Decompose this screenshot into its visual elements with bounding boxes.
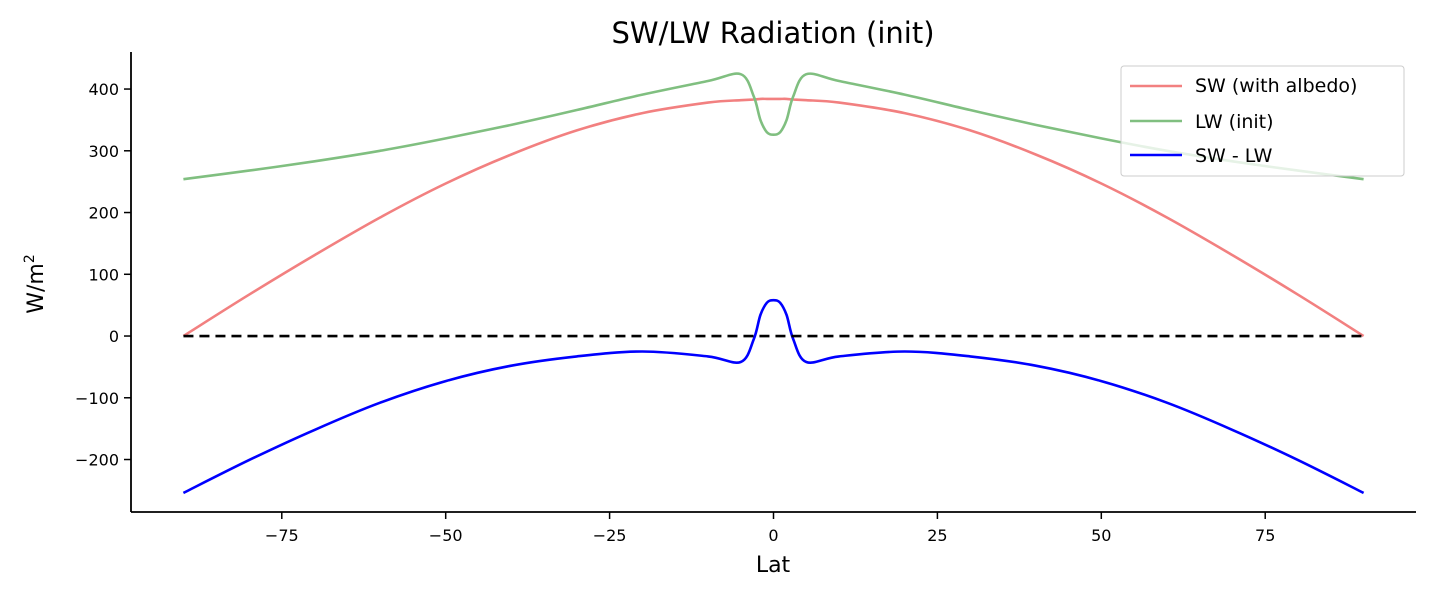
legend-label-sw: SW (with albedo) <box>1195 75 1357 97</box>
y-tick-label: 0 <box>109 327 119 346</box>
x-tick-label: −25 <box>593 526 627 545</box>
plot-lines <box>182 72 1365 495</box>
x-tick-label: 0 <box>768 526 778 545</box>
chart-title: SW/LW Radiation (init) <box>611 16 934 50</box>
y-tick-label: −200 <box>75 451 119 470</box>
y-axis-label: W/m2 <box>22 254 49 314</box>
x-axis-ticks: −75 −50 −25 0 25 50 75 <box>265 512 1275 545</box>
x-axis-label: Lat <box>756 553 791 578</box>
y-tick-label: 300 <box>88 142 119 161</box>
y-axis-ticks: −200 −100 0 100 200 300 400 <box>75 80 131 470</box>
y-tick-label: −100 <box>75 389 119 408</box>
x-tick-label: −75 <box>265 526 299 545</box>
x-tick-label: 75 <box>1255 526 1275 545</box>
x-tick-label: 50 <box>1091 526 1111 545</box>
legend: SW (with albedo) LW (init) SW - LW <box>1120 65 1405 177</box>
legend-label-net: SW - LW <box>1195 145 1273 167</box>
legend-label-lw: LW (init) <box>1195 111 1274 133</box>
y-tick-label: 400 <box>88 80 119 99</box>
series-line-sw <box>182 97 1365 338</box>
series-line-net <box>182 298 1365 495</box>
x-tick-label: 25 <box>927 526 947 545</box>
y-axis-label-superscript: 2 <box>22 254 38 263</box>
y-axis-label-text: W/m <box>24 263 49 314</box>
legend-frame <box>1120 65 1405 177</box>
y-tick-label: 200 <box>88 204 119 223</box>
x-tick-label: −50 <box>429 526 463 545</box>
y-tick-label: 100 <box>88 265 119 284</box>
series-line-lw <box>183 72 1364 181</box>
